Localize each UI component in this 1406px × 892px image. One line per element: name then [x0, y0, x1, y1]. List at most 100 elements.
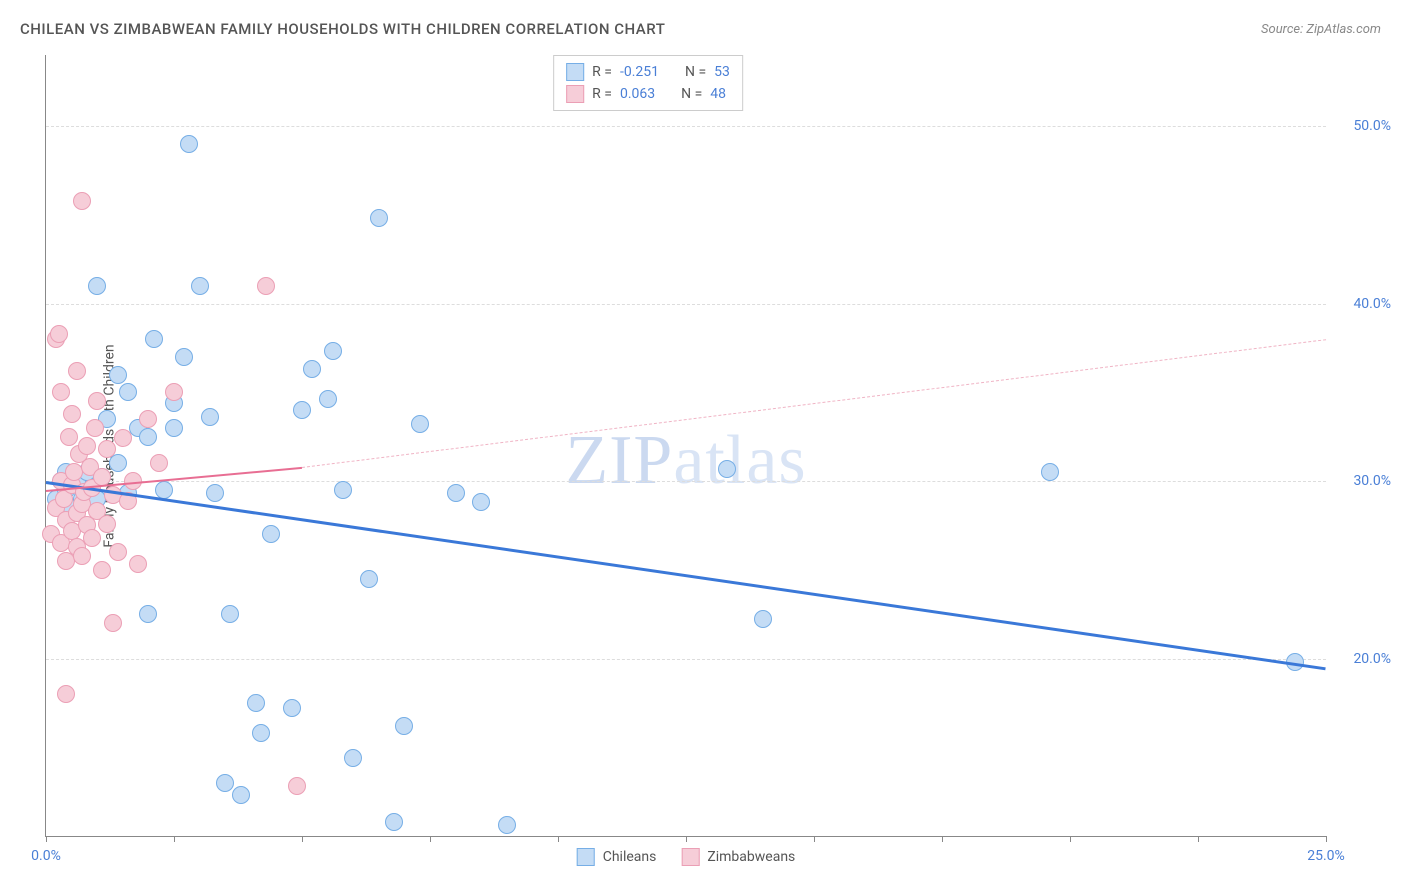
data-point	[303, 360, 321, 378]
legend-label: Chileans	[603, 849, 657, 865]
gridline	[46, 481, 1326, 482]
data-point	[139, 428, 157, 446]
x-tick	[1070, 836, 1071, 842]
x-tick	[1326, 836, 1327, 842]
y-tick-label: 30.0%	[1353, 473, 1391, 489]
data-point	[104, 614, 122, 632]
chart-title: CHILEAN VS ZIMBABWEAN FAMILY HOUSEHOLDS …	[20, 20, 665, 38]
data-point	[145, 330, 163, 348]
data-point	[232, 786, 250, 804]
legend-r-value: -0.251	[620, 61, 659, 83]
legend-swatch	[566, 85, 584, 103]
data-point	[180, 135, 198, 153]
data-point	[52, 383, 70, 401]
legend-n-value: 53	[714, 61, 730, 83]
data-point	[139, 410, 157, 428]
x-tick	[686, 836, 687, 842]
data-point	[129, 555, 147, 573]
data-point	[201, 408, 219, 426]
data-point	[119, 383, 137, 401]
source-label: Source: ZipAtlas.com	[1261, 22, 1381, 37]
y-tick-label: 20.0%	[1353, 651, 1391, 667]
data-point	[109, 366, 127, 384]
legend-row: R =0.063N =48	[566, 83, 730, 105]
data-point	[83, 529, 101, 547]
data-point	[73, 547, 91, 565]
data-point	[191, 277, 209, 295]
data-point	[257, 277, 275, 295]
legend-r-value: 0.063	[620, 83, 655, 105]
data-point	[283, 699, 301, 717]
data-point	[319, 390, 337, 408]
data-point	[50, 325, 68, 343]
legend-n-label: N =	[681, 83, 702, 105]
data-point	[206, 484, 224, 502]
data-point	[93, 561, 111, 579]
data-point	[334, 481, 352, 499]
legend-label: Zimbabweans	[707, 849, 795, 865]
data-point	[288, 777, 306, 795]
x-tick	[1198, 836, 1199, 842]
data-point	[150, 454, 168, 472]
data-point	[98, 440, 116, 458]
trend-line	[302, 339, 1326, 468]
legend-swatch	[566, 63, 584, 81]
x-tick-label: 0.0%	[31, 848, 61, 864]
data-point	[324, 342, 342, 360]
x-tick	[46, 836, 47, 842]
data-point	[60, 428, 78, 446]
data-point	[216, 774, 234, 792]
data-point	[86, 419, 104, 437]
data-point	[68, 362, 86, 380]
data-point	[221, 605, 239, 623]
x-tick	[558, 836, 559, 842]
data-point	[155, 481, 173, 499]
correlation-legend: R =-0.251N =53R =0.063N =48	[553, 55, 743, 111]
data-point	[247, 694, 265, 712]
data-point	[718, 460, 736, 478]
data-point	[395, 717, 413, 735]
data-point	[88, 392, 106, 410]
series-legend: Chileans Zimbabweans	[577, 848, 796, 866]
legend-n-value: 48	[710, 83, 726, 105]
data-point	[754, 610, 772, 628]
y-tick-label: 40.0%	[1353, 296, 1391, 312]
watermark: ZIPatlas	[565, 421, 806, 501]
data-point	[88, 277, 106, 295]
gridline	[46, 304, 1326, 305]
data-point	[252, 724, 270, 742]
data-point	[1041, 463, 1059, 481]
x-tick	[942, 836, 943, 842]
data-point	[385, 813, 403, 831]
data-point	[114, 429, 132, 447]
y-tick-label: 50.0%	[1353, 118, 1391, 134]
trend-line	[46, 481, 1326, 670]
x-tick	[174, 836, 175, 842]
data-point	[498, 816, 516, 834]
chart-container: CHILEAN VS ZIMBABWEAN FAMILY HOUSEHOLDS …	[0, 0, 1406, 892]
x-tick	[814, 836, 815, 842]
x-tick	[430, 836, 431, 842]
legend-swatch	[577, 848, 595, 866]
data-point	[139, 605, 157, 623]
data-point	[293, 401, 311, 419]
data-point	[98, 515, 116, 533]
data-point	[165, 383, 183, 401]
x-tick	[302, 836, 303, 842]
data-point	[165, 419, 183, 437]
legend-item: Zimbabweans	[681, 848, 795, 866]
data-point	[447, 484, 465, 502]
legend-row: R =-0.251N =53	[566, 61, 730, 83]
plot-area: ZIPatlas R =-0.251N =53R =0.063N =48 Chi…	[45, 55, 1326, 837]
data-point	[175, 348, 193, 366]
gridline	[46, 659, 1326, 660]
legend-item: Chileans	[577, 848, 657, 866]
legend-n-label: N =	[685, 61, 706, 83]
data-point	[262, 525, 280, 543]
data-point	[472, 493, 490, 511]
data-point	[344, 749, 362, 767]
data-point	[109, 543, 127, 561]
data-point	[57, 685, 75, 703]
data-point	[370, 209, 388, 227]
data-point	[63, 405, 81, 423]
